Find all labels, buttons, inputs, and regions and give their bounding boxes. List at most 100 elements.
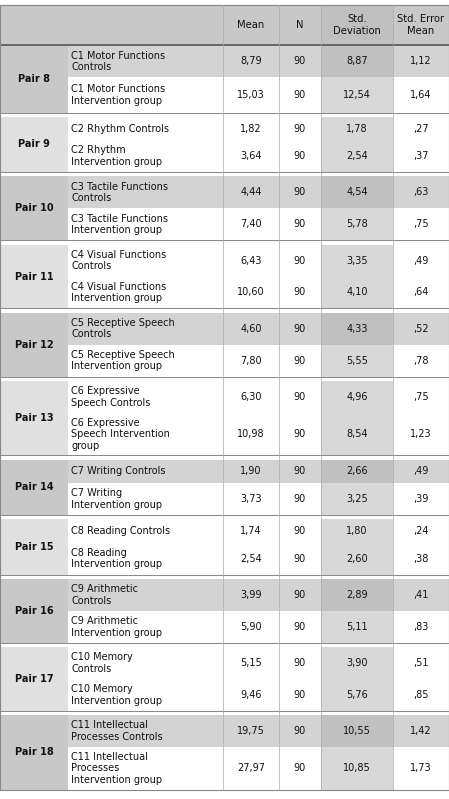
Text: C1 Motor Functions
Intervention group: C1 Motor Functions Intervention group — [71, 84, 165, 105]
Bar — [279, 141, 321, 172]
Text: ,49: ,49 — [414, 467, 429, 476]
Bar — [279, 647, 321, 679]
Bar — [321, 177, 393, 209]
Text: Std. Error
Mean: Std. Error Mean — [397, 14, 445, 36]
Text: C8 Reading
Intervention group: C8 Reading Intervention group — [71, 548, 162, 570]
Bar — [321, 459, 393, 483]
Bar — [223, 611, 279, 643]
Bar — [321, 78, 393, 113]
Bar — [279, 5, 321, 46]
Bar — [0, 5, 68, 46]
Bar — [0, 117, 68, 172]
Bar — [223, 679, 279, 711]
Text: C1 Motor Functions
Controls: C1 Motor Functions Controls — [71, 50, 165, 72]
Text: 90: 90 — [294, 324, 306, 334]
Bar — [223, 715, 279, 747]
Bar — [321, 46, 393, 78]
Bar — [393, 483, 449, 515]
Bar — [68, 381, 223, 413]
Text: C9 Arithmetic
Intervention group: C9 Arithmetic Intervention group — [71, 616, 162, 638]
Text: 10,85: 10,85 — [343, 764, 371, 773]
Bar — [321, 611, 393, 643]
Text: 90: 90 — [294, 90, 306, 100]
Bar — [279, 78, 321, 113]
Bar — [68, 209, 223, 240]
Text: 5,55: 5,55 — [346, 356, 368, 366]
Bar — [279, 177, 321, 209]
Bar — [279, 413, 321, 455]
Bar — [0, 519, 68, 574]
Text: C11 Intellectual
Processes Controls: C11 Intellectual Processes Controls — [71, 721, 163, 742]
Bar — [321, 5, 393, 46]
Text: ,49: ,49 — [414, 256, 429, 265]
Bar — [393, 344, 449, 376]
Bar — [321, 344, 393, 376]
Bar — [68, 679, 223, 711]
Text: Pair 11: Pair 11 — [15, 272, 53, 281]
Bar — [279, 344, 321, 376]
Text: 6,30: 6,30 — [240, 392, 262, 402]
Text: 90: 90 — [294, 429, 306, 439]
Text: C10 Memory
Controls: C10 Memory Controls — [71, 652, 133, 674]
Text: ,83: ,83 — [414, 622, 429, 632]
Text: 2,89: 2,89 — [346, 590, 368, 600]
Bar — [68, 5, 223, 46]
Text: ,39: ,39 — [414, 494, 429, 504]
Bar — [68, 611, 223, 643]
Bar — [279, 459, 321, 483]
Bar — [68, 244, 223, 276]
Bar — [0, 244, 68, 308]
Text: C7 Writing Controls: C7 Writing Controls — [71, 467, 166, 476]
Bar — [393, 519, 449, 543]
Text: 90: 90 — [294, 256, 306, 265]
Text: ,51: ,51 — [413, 658, 429, 668]
Bar — [223, 46, 279, 78]
Bar — [223, 519, 279, 543]
Text: ,75: ,75 — [413, 220, 429, 229]
Text: 90: 90 — [294, 467, 306, 476]
Text: Pair 17: Pair 17 — [15, 674, 53, 684]
Bar — [279, 483, 321, 515]
Bar — [68, 579, 223, 611]
Text: 10,55: 10,55 — [343, 726, 371, 736]
Text: 3,90: 3,90 — [346, 658, 368, 668]
Bar — [68, 276, 223, 308]
Bar — [68, 747, 223, 789]
Bar — [321, 579, 393, 611]
Bar — [223, 209, 279, 240]
Bar — [223, 117, 279, 141]
Text: Pair 14: Pair 14 — [15, 483, 53, 492]
Bar — [279, 715, 321, 747]
Text: 9,46: 9,46 — [240, 690, 262, 700]
Text: 4,60: 4,60 — [240, 324, 262, 334]
Bar — [393, 244, 449, 276]
Bar — [279, 244, 321, 276]
Text: Std.
Deviation: Std. Deviation — [333, 14, 381, 36]
Bar — [223, 413, 279, 455]
Bar — [223, 312, 279, 344]
Bar — [393, 543, 449, 574]
Bar — [223, 543, 279, 574]
Text: 27,97: 27,97 — [237, 764, 265, 773]
Bar — [68, 46, 223, 78]
Bar — [279, 276, 321, 308]
Bar — [0, 715, 68, 789]
Bar — [223, 459, 279, 483]
Text: C3 Tactile Functions
Intervention group: C3 Tactile Functions Intervention group — [71, 213, 168, 235]
Text: 1,73: 1,73 — [410, 764, 432, 773]
Text: 90: 90 — [294, 124, 306, 133]
Text: 90: 90 — [294, 622, 306, 632]
Text: ,24: ,24 — [413, 526, 429, 536]
Text: 90: 90 — [294, 658, 306, 668]
Bar — [68, 177, 223, 209]
Bar — [321, 141, 393, 172]
Bar — [223, 244, 279, 276]
Text: 10,98: 10,98 — [237, 429, 265, 439]
Text: 12,54: 12,54 — [343, 90, 371, 100]
Text: Pair 9: Pair 9 — [18, 140, 50, 149]
Bar — [0, 647, 68, 711]
Text: 90: 90 — [294, 690, 306, 700]
Text: 3,35: 3,35 — [346, 256, 368, 265]
Text: 8,79: 8,79 — [240, 57, 262, 66]
Text: 90: 90 — [294, 494, 306, 504]
